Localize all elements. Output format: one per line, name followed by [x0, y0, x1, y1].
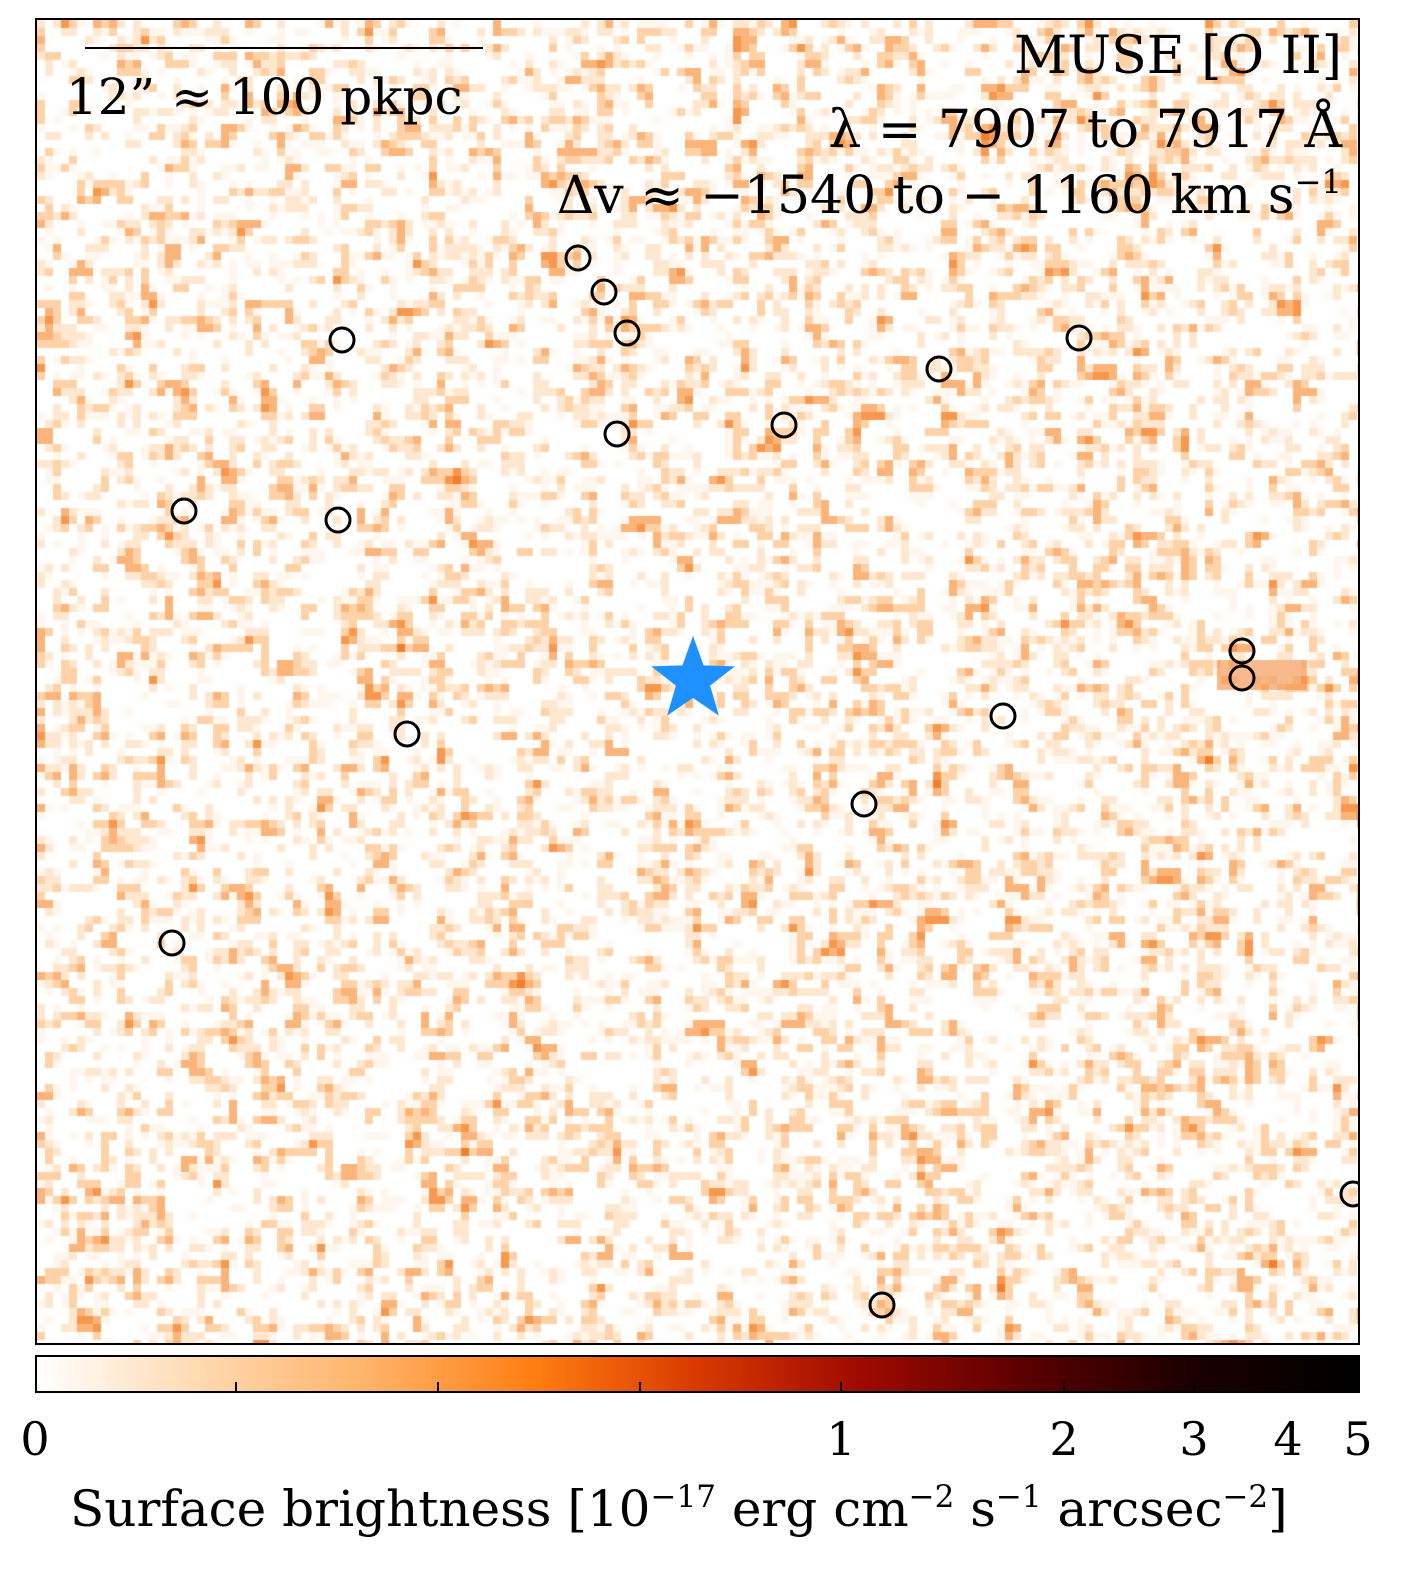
- scale-label: 12” ≈ 100 pkpc: [66, 68, 463, 126]
- colorbar-tick-mark: [639, 1382, 641, 1392]
- velocity-exponent: −1: [1294, 163, 1342, 202]
- circle-icon: [925, 355, 953, 383]
- circle-icon: [770, 411, 798, 439]
- colorbar-label-unit2: s: [954, 1480, 996, 1538]
- colorbar-label-unit3: arcsec: [1041, 1480, 1223, 1538]
- circle-icon: [613, 319, 641, 347]
- instrument-label: MUSE [O II]: [1014, 26, 1342, 86]
- velocity-text: Δv ≈ −1540 to − 1160 km s: [556, 166, 1295, 226]
- circle-icon: [324, 506, 352, 534]
- colorbar-gradient: [37, 1357, 1358, 1391]
- circle-icon: [1339, 1180, 1358, 1208]
- circle-icon: [170, 497, 198, 525]
- colorbar-tick-label: 5: [1343, 1412, 1373, 1466]
- emission-map: [35, 18, 1360, 1345]
- colorbar-tick-mark: [437, 1382, 439, 1392]
- colorbar-tick-label: 1: [826, 1412, 856, 1466]
- source-overlay: [158, 244, 1358, 1319]
- colorbar-tick-label: 3: [1179, 1412, 1209, 1466]
- circle-icon: [1065, 324, 1093, 352]
- colorbar-tick-label: 2: [1049, 1412, 1079, 1466]
- scale-bar: [85, 47, 483, 49]
- circle-icon: [1228, 637, 1256, 665]
- velocity-label: Δv ≈ −1540 to − 1160 km s−1: [557, 166, 1342, 222]
- wavelength-label: λ = 7907 to 7917 Å: [828, 100, 1342, 160]
- colorbar-label-exp2: −2: [908, 1478, 955, 1515]
- colorbar-label-exp3: −1: [995, 1478, 1042, 1515]
- colorbar-label-unit1: erg cm: [715, 1480, 909, 1538]
- circle-icon: [850, 790, 878, 818]
- circle-icon: [158, 929, 186, 957]
- colorbar-tick-mark: [1287, 1382, 1289, 1392]
- colorbar-tick-label: 0: [20, 1412, 50, 1466]
- colorbar-label-close: ]: [1268, 1480, 1288, 1538]
- colorbar-tick-mark: [235, 1382, 237, 1392]
- circle-icon: [328, 326, 356, 354]
- circle-icon: [590, 278, 618, 306]
- colorbar-label: Surface brightness [10−17 erg cm−2 s−1 a…: [70, 1478, 1288, 1538]
- colorbar-tick-label: 4: [1273, 1412, 1303, 1466]
- colorbar: [35, 1355, 1360, 1393]
- star-icon: [651, 636, 735, 716]
- circle-icon: [393, 720, 421, 748]
- colorbar-label-exp4: −2: [1222, 1478, 1269, 1515]
- colorbar-label-exp1: −17: [650, 1478, 716, 1515]
- circle-icon: [564, 244, 592, 272]
- circle-icon: [1228, 664, 1256, 692]
- colorbar-tick-mark: [1063, 1382, 1065, 1392]
- circle-icon: [868, 1291, 896, 1319]
- colorbar-tick-mark: [840, 1382, 842, 1392]
- colorbar-label-text: Surface brightness [10: [70, 1480, 651, 1538]
- circle-icon: [989, 702, 1017, 730]
- circle-icon: [603, 420, 631, 448]
- colorbar-tick-mark: [1193, 1382, 1195, 1392]
